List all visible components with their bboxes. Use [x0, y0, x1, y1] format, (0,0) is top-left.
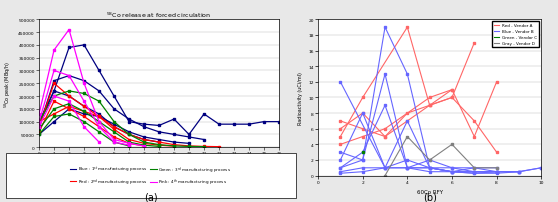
Text: (b): (b): [423, 192, 436, 202]
X-axis label: Cycle number after SGH: Cycle number after SGH: [126, 161, 193, 166]
Text: (a): (a): [144, 192, 157, 202]
Legend: Blue : 1$^{st}$ manufacturing process, Red : 2$^{nd}$ manufacturing process, Gre: Blue : 1$^{st}$ manufacturing process, R…: [68, 163, 233, 189]
Y-axis label: $^{58}$Co peak (MBq/h): $^{58}$Co peak (MBq/h): [2, 61, 13, 107]
Legend: Red - Vendor A, Blue - Vendor B, Green - Vendor C, Gray - Vendor D: Red - Vendor A, Blue - Vendor B, Green -…: [492, 22, 539, 48]
X-axis label: 60Co RFY: 60Co RFY: [417, 189, 442, 194]
FancyBboxPatch shape: [6, 154, 296, 198]
Y-axis label: Radioactivity (uCi/ml): Radioactivity (uCi/ml): [298, 72, 303, 124]
Title: $^{58}$Co release at forced circulation: $^{58}$Co release at forced circulation: [107, 10, 211, 20]
